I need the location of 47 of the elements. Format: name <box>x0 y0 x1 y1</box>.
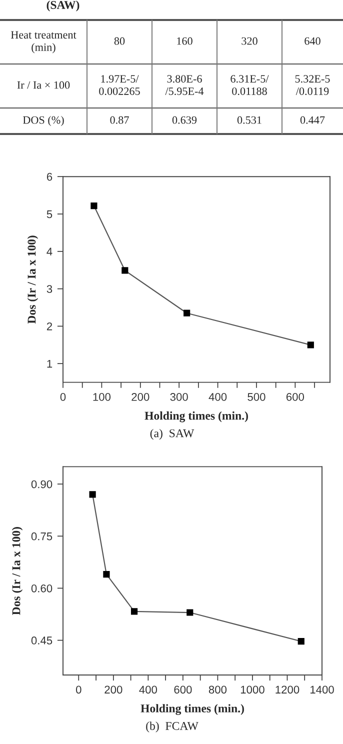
text: 640 <box>304 37 320 45</box>
text: 80 <box>114 37 125 45</box>
x-axis-title: Holding times (min.) <box>144 411 248 422</box>
x-tick-label: 0 <box>60 393 66 401</box>
x-tick-label: 100 <box>93 393 111 401</box>
x-tick-label: 200 <box>132 393 150 401</box>
text: 3.80E-6 /5.95E-4 <box>165 75 204 96</box>
x-tick-label: 0 <box>76 686 82 694</box>
text: Ir / Ia × 100 <box>17 81 70 89</box>
y-axis-title: Dos (Ir / Ia x 100) <box>27 236 38 324</box>
text: 0.639 <box>172 116 197 124</box>
text: 1.97E-5/ 0.002265 <box>99 75 140 96</box>
x-tick-label: 1000 <box>240 686 264 694</box>
text: 5.32E-5 /0.0119 <box>295 75 330 96</box>
text: (b) FCAW <box>146 722 198 732</box>
x-axis-title: Holding times (min.) <box>140 704 244 715</box>
y-tick-label: 3 <box>46 285 52 293</box>
text: DOS (%) <box>22 116 64 126</box>
text: 160 <box>177 37 192 45</box>
text: 320 <box>242 37 258 45</box>
x-tick-label: 400 <box>139 686 158 694</box>
y-tick-label: 6 <box>46 172 52 181</box>
y-tick-label: 4 <box>46 248 52 256</box>
y-axis-title: Dos (Ir / Ia x 100) <box>12 527 23 615</box>
y-tick-label: 2 <box>46 322 52 330</box>
text: Heat treatment (min) <box>10 31 76 54</box>
text: 6.31E-5/ 0.01188 <box>230 75 269 96</box>
x-tick-label: 600 <box>174 686 192 694</box>
x-tick-label: 500 <box>248 393 266 401</box>
x-tick-label: 800 <box>208 686 227 694</box>
text: 0.531 <box>237 116 262 124</box>
y-tick-label: 0.60 <box>31 584 52 592</box>
y-tick-label: 5 <box>46 210 52 218</box>
y-tick-label: 0.90 <box>31 480 52 488</box>
x-tick-label: 1200 <box>276 686 300 694</box>
text: 0.87 <box>110 116 129 124</box>
text: (a) SAW <box>150 428 194 440</box>
text: 0.447 <box>300 116 325 124</box>
y-tick-label: 1 <box>47 360 52 368</box>
x-tick-label: 200 <box>104 686 122 694</box>
x-tick-label: 300 <box>170 393 188 401</box>
y-tick-label: 0.45 <box>31 636 52 644</box>
text: (SAW) <box>46 0 80 12</box>
y-tick-label: 0.75 <box>31 532 52 540</box>
x-tick-label: 1400 <box>310 686 334 694</box>
x-tick-label: 400 <box>208 393 227 401</box>
x-tick-label: 600 <box>286 393 304 401</box>
